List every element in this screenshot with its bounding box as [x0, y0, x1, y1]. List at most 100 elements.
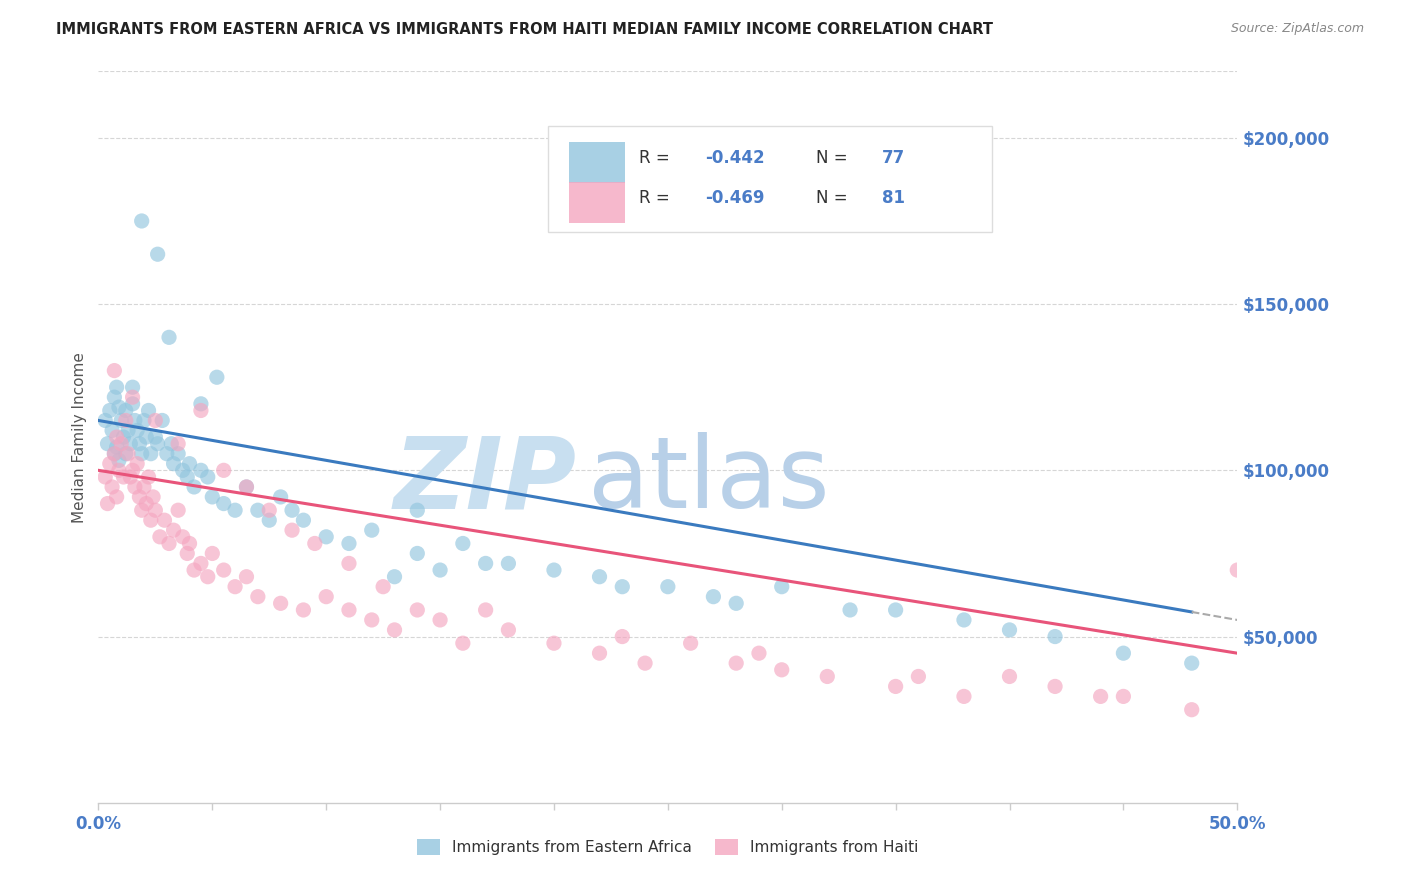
Point — [212, 463, 235, 477]
Point — [124, 480, 146, 494]
Point — [117, 447, 139, 461]
Point — [142, 490, 165, 504]
Point — [292, 603, 315, 617]
Point — [588, 646, 610, 660]
Point — [429, 613, 451, 627]
Point — [98, 403, 121, 417]
Point — [1043, 680, 1066, 694]
Point — [131, 503, 153, 517]
Point — [270, 596, 292, 610]
Point — [132, 480, 155, 494]
Point — [315, 590, 337, 604]
Point — [224, 503, 246, 517]
Point — [183, 480, 205, 494]
Point — [634, 656, 657, 670]
Point — [588, 570, 610, 584]
Point — [160, 436, 183, 450]
Point — [131, 214, 153, 228]
Point — [105, 490, 128, 504]
Point — [406, 503, 429, 517]
Point — [149, 530, 172, 544]
Point — [121, 380, 143, 394]
Y-axis label: Median Family Income: Median Family Income — [72, 351, 87, 523]
Point — [103, 390, 125, 404]
Point — [1090, 690, 1112, 704]
Point — [679, 636, 702, 650]
Point — [157, 330, 180, 344]
Point — [212, 563, 235, 577]
Point — [246, 590, 269, 604]
Point — [304, 536, 326, 550]
Point — [101, 424, 124, 438]
Text: 81: 81 — [882, 189, 905, 207]
Point — [128, 490, 150, 504]
Point — [259, 513, 281, 527]
Point — [103, 363, 125, 377]
Point — [138, 403, 160, 417]
Point — [815, 669, 838, 683]
Point — [235, 570, 257, 584]
Point — [146, 436, 169, 450]
Point — [907, 669, 929, 683]
Point — [172, 530, 194, 544]
Point — [120, 436, 142, 450]
Point — [117, 424, 139, 438]
Point — [702, 590, 724, 604]
Point — [98, 457, 121, 471]
Point — [176, 470, 198, 484]
Point — [190, 403, 212, 417]
Point — [384, 570, 406, 584]
Point — [108, 463, 131, 477]
Point — [337, 603, 360, 617]
Point — [371, 580, 394, 594]
Point — [612, 630, 634, 644]
Point — [998, 623, 1021, 637]
Point — [162, 523, 184, 537]
Point — [108, 453, 131, 467]
Point — [121, 390, 143, 404]
Point — [748, 646, 770, 660]
Point — [112, 430, 135, 444]
Point — [114, 413, 136, 427]
Point — [474, 557, 496, 571]
Point — [235, 480, 257, 494]
Point — [110, 436, 132, 450]
Point — [1181, 656, 1204, 670]
Point — [190, 397, 212, 411]
Point — [96, 436, 118, 450]
FancyBboxPatch shape — [569, 142, 624, 183]
Point — [953, 690, 976, 704]
Point — [167, 436, 190, 450]
Point — [156, 447, 179, 461]
Point — [384, 623, 406, 637]
Point — [543, 636, 565, 650]
Point — [337, 536, 360, 550]
Point — [114, 447, 136, 461]
Point — [201, 546, 224, 560]
FancyBboxPatch shape — [548, 126, 993, 232]
Point — [224, 580, 246, 594]
Point — [259, 503, 281, 517]
Text: -0.469: -0.469 — [706, 189, 765, 207]
Point — [145, 503, 167, 517]
Point — [884, 603, 907, 617]
Point — [153, 513, 176, 527]
Point — [172, 463, 194, 477]
Point — [121, 397, 143, 411]
Legend: Immigrants from Eastern Africa, Immigrants from Haiti: Immigrants from Eastern Africa, Immigran… — [411, 833, 925, 861]
Text: N =: N = — [815, 149, 853, 167]
Text: Source: ZipAtlas.com: Source: ZipAtlas.com — [1230, 22, 1364, 36]
Point — [725, 596, 748, 610]
Point — [127, 457, 149, 471]
Point — [1043, 630, 1066, 644]
Point — [110, 413, 132, 427]
Point — [124, 413, 146, 427]
Point — [201, 490, 224, 504]
Point — [135, 497, 157, 511]
Point — [101, 480, 124, 494]
Point — [176, 546, 198, 560]
Text: R =: R = — [640, 149, 675, 167]
Point — [246, 503, 269, 517]
Point — [103, 447, 125, 461]
Point — [108, 400, 131, 414]
